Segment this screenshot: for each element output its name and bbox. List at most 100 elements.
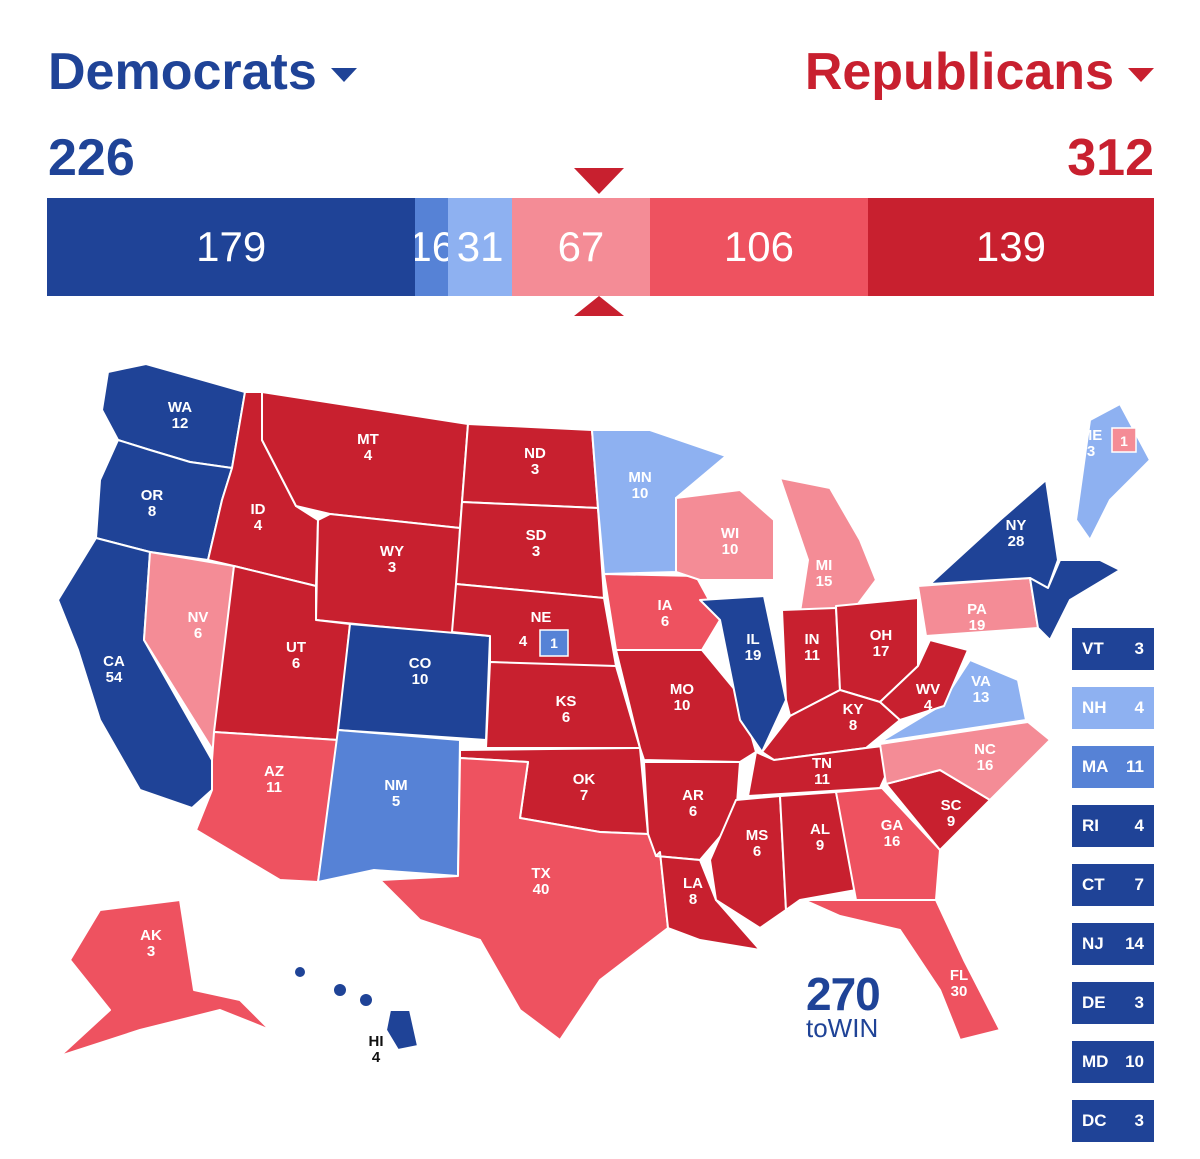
state-ev-sc: 9 [947, 813, 955, 830]
logo-number: 270 [806, 968, 881, 1020]
state-label-ca: CA [103, 653, 125, 670]
small-state-ev: 4 [1134, 816, 1144, 835]
state-hi[interactable] [385, 1009, 419, 1051]
state-az[interactable] [195, 731, 339, 883]
bar-segment-safe_d[interactable]: 179 [47, 198, 416, 296]
state-fl[interactable] [803, 899, 1001, 1041]
state-ga[interactable] [835, 787, 941, 901]
state-northeast-cluster[interactable] [1029, 559, 1121, 641]
state-ak[interactable] [59, 899, 271, 1057]
state-hi-island [360, 994, 372, 1006]
state-al[interactable] [779, 791, 857, 911]
bar-segment-lean_d[interactable]: 31 [448, 198, 513, 296]
270towin-logo[interactable]: 270 toWIN [806, 968, 881, 1041]
small-state-ct[interactable]: CT 7 [1072, 864, 1154, 906]
small-state-nj[interactable]: NJ 14 [1072, 923, 1154, 965]
state-me[interactable] [1075, 403, 1151, 541]
small-state-ev: 11 [1126, 757, 1144, 776]
small-state-dc[interactable]: DC 3 [1072, 1100, 1154, 1142]
state-ev-mo: 10 [674, 697, 691, 714]
state-ev-il: 19 [745, 647, 762, 664]
state-label-pa: PA [967, 601, 987, 618]
me-district-box[interactable] [1111, 427, 1137, 453]
state-ev-la: 8 [689, 891, 697, 908]
state-ny[interactable] [929, 479, 1059, 589]
state-label-ky: KY [843, 701, 864, 718]
state-nc[interactable] [879, 721, 1051, 801]
state-hi-island [334, 984, 346, 996]
state-label-ar: AR [682, 787, 704, 804]
state-ev-ak: 3 [147, 943, 155, 960]
state-ev-in: 11 [804, 647, 820, 664]
state-ev-nv: 6 [194, 625, 202, 642]
state-ev-ne: 4 [519, 633, 528, 650]
chevron-down-icon [1128, 68, 1154, 82]
democrats-dropdown[interactable]: Democrats [48, 42, 357, 102]
small-state-abbr: MA [1082, 757, 1109, 776]
state-label-wi: WI [721, 525, 739, 542]
state-label-ks: KS [556, 693, 577, 710]
small-state-md[interactable]: MD 10 [1072, 1041, 1154, 1083]
state-ev-wv: 4 [924, 697, 933, 714]
state-label-mi: MI [816, 557, 833, 574]
state-nm[interactable] [317, 729, 461, 883]
state-sd[interactable] [455, 501, 605, 599]
state-label-ok: OK [573, 771, 596, 788]
state-la[interactable] [655, 851, 761, 951]
state-ev-me: 3 [1087, 443, 1095, 460]
district-ev-me: 1 [1120, 433, 1128, 449]
small-state-nh[interactable]: NH 4 [1072, 687, 1154, 729]
state-label-hi: HI [369, 1033, 384, 1050]
small-state-abbr: DC [1082, 1111, 1107, 1130]
democrats-total: 226 [48, 129, 135, 187]
bar-segment-likely_d[interactable]: 16 [415, 198, 449, 296]
state-label-id: ID [251, 501, 266, 518]
state-ev-tx: 40 [533, 881, 550, 898]
state-ev-ms: 6 [753, 843, 761, 860]
state-label-ia: IA [658, 597, 673, 614]
bar-segment-likely_r[interactable]: 106 [649, 198, 868, 296]
state-ev-va: 13 [973, 689, 990, 706]
state-label-ak: AK [140, 927, 162, 944]
state-label-tn: TN [812, 755, 832, 772]
small-state-de[interactable]: DE 3 [1072, 982, 1154, 1024]
state-mi[interactable] [779, 477, 877, 613]
small-state-abbr: DE [1082, 993, 1106, 1012]
small-state-ma[interactable]: MA 11 [1072, 746, 1154, 788]
state-label-ne: NE [531, 609, 552, 626]
state-tx[interactable] [379, 757, 669, 1041]
state-label-az: AZ [264, 763, 284, 780]
state-ev-oh: 17 [873, 643, 890, 660]
state-label-wv: WV [916, 681, 940, 698]
ne-district-box[interactable] [539, 629, 569, 657]
state-label-nm: NM [384, 777, 407, 794]
small-state-vt[interactable]: VT 3 [1072, 628, 1154, 670]
state-ev-wy: 3 [388, 559, 396, 576]
state-wv[interactable] [879, 639, 969, 721]
state-label-oh: OH [870, 627, 893, 644]
state-ev-az: 11 [266, 779, 282, 796]
state-ev-ar: 6 [689, 803, 697, 820]
majority-marker-top-icon [574, 168, 624, 194]
state-va[interactable] [879, 659, 1027, 743]
state-ev-nc: 16 [977, 757, 994, 774]
small-state-ev: 14 [1125, 934, 1144, 953]
small-state-ri[interactable]: RI 4 [1072, 805, 1154, 847]
small-state-ev: 3 [1134, 639, 1144, 658]
state-wi[interactable] [675, 489, 775, 581]
state-ev-wi: 10 [722, 541, 739, 558]
republicans-dropdown[interactable]: Republicans [805, 42, 1154, 102]
state-label-wy: WY [380, 543, 404, 560]
bar-segment-safe_r[interactable]: 139 [867, 198, 1154, 296]
state-ev-ut: 6 [292, 655, 300, 672]
bar-segment-lean_r[interactable]: 67 [512, 198, 650, 296]
state-ev-id: 4 [254, 517, 263, 534]
small-state-ev: 3 [1134, 1111, 1144, 1130]
state-ia[interactable] [603, 573, 721, 651]
chevron-down-icon [330, 68, 357, 82]
state-label-ms: MS [746, 827, 769, 844]
state-label-co: CO [409, 655, 432, 672]
small-state-abbr: RI [1082, 816, 1099, 835]
state-mo[interactable] [615, 649, 757, 763]
state-label-mt: MT [357, 431, 379, 448]
